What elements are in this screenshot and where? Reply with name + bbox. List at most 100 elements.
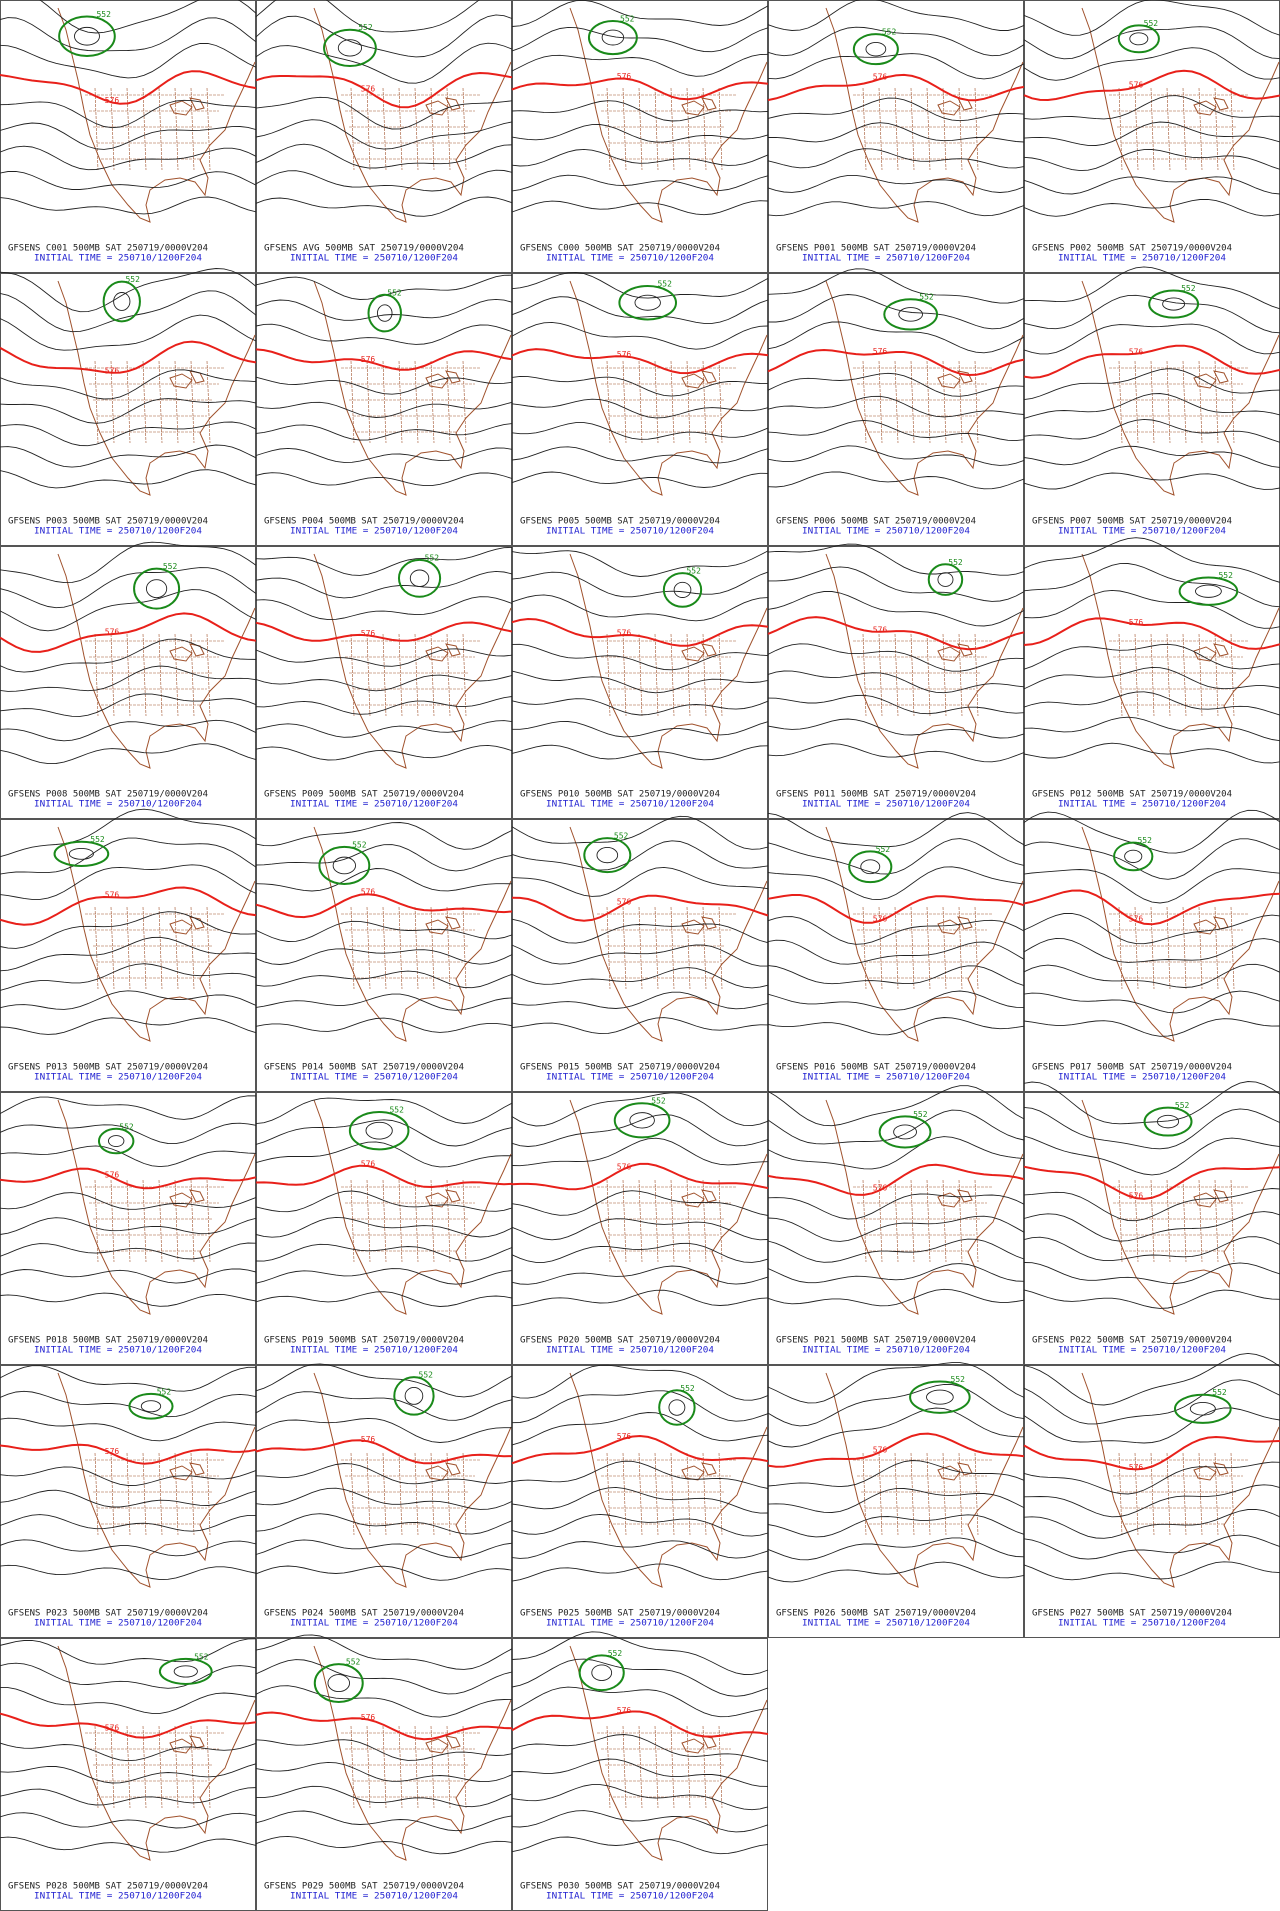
- low-center: [1162, 297, 1186, 311]
- contour-label: 576: [873, 73, 888, 82]
- contour-line: [511, 991, 769, 1010]
- contour-line: [767, 1017, 1025, 1036]
- state-line: [702, 906, 707, 990]
- contour-line: [255, 472, 513, 487]
- contour-line: [255, 720, 513, 738]
- contour-label: 576: [361, 629, 376, 638]
- contour-line: [0, 1514, 256, 1532]
- state-line: [958, 87, 963, 171]
- state-line: [654, 1179, 659, 1263]
- state-line: [126, 1452, 131, 1536]
- state-line: [94, 906, 99, 990]
- low-center: [337, 39, 363, 57]
- contour-line: [0, 1638, 257, 1665]
- contour-line: [767, 1085, 1025, 1127]
- contour-label: 552: [913, 1110, 928, 1119]
- contour-576: [255, 893, 513, 919]
- panel-caption: GFSENS P013 500MB SAT 250719/0000V204: [8, 1063, 208, 1073]
- contour-label: 576: [1129, 915, 1144, 924]
- contour-line: [255, 376, 513, 395]
- state-line: [462, 87, 467, 171]
- contour-552: [878, 1115, 932, 1149]
- panel-caption: GFSENS C001 500MB SAT 250719/0000V204: [8, 244, 208, 254]
- state-line: [382, 360, 387, 444]
- map-panel: 576 552 GFSENS P011 500MB SAT 250719/0000V…: [767, 543, 1025, 819]
- contour-line: [255, 1565, 513, 1581]
- contour-line: [767, 965, 1025, 987]
- contour-552: [348, 1111, 410, 1151]
- contour-line: [0, 314, 257, 351]
- contour-label: 576: [617, 1432, 632, 1441]
- panel-frame: [0, 1638, 256, 1911]
- contour-label: 552: [608, 1649, 623, 1658]
- caption-bg: [1, 241, 255, 269]
- contour-line: [0, 1812, 257, 1829]
- contour-label: 552: [680, 1384, 695, 1393]
- panel-frame: [1024, 819, 1280, 1092]
- contour-line: [1023, 1534, 1280, 1560]
- state-line: [414, 906, 419, 990]
- contour-line: [0, 1836, 257, 1853]
- contour-line: [255, 948, 513, 965]
- contour-576: [511, 1710, 769, 1738]
- contour-line: [0, 1292, 257, 1307]
- contour-line: [767, 1193, 1025, 1220]
- contour-576: [1023, 889, 1280, 926]
- panel-init-time: INITIAL TIME = 250710/1200F204: [290, 800, 458, 810]
- contour-line: [0, 936, 257, 972]
- state-line: [1182, 1452, 1187, 1536]
- contour-line: [1023, 368, 1280, 401]
- contour-552: [848, 850, 893, 884]
- contour-line: [1023, 47, 1280, 81]
- contour-line: [767, 1460, 1025, 1488]
- state-line: [942, 906, 947, 990]
- contour-label: 576: [361, 355, 376, 364]
- contour-line: [0, 837, 257, 875]
- contour-576: [0, 886, 257, 926]
- contour-line: [511, 1486, 769, 1514]
- panel-caption: GFSENS P030 500MB SAT 250719/0000V204: [520, 1882, 720, 1892]
- panel-caption: GFSENS P006 500MB SAT 250719/0000V204: [776, 517, 976, 527]
- contour-line: [511, 1734, 769, 1762]
- panel-caption: GFSENS P005 500MB SAT 250719/0000V204: [520, 517, 720, 527]
- contour-line: [1023, 691, 1280, 716]
- state-line: [94, 1725, 99, 1809]
- contour-line: [767, 268, 1025, 304]
- low-center: [898, 307, 923, 322]
- contour-label: 576: [105, 1447, 120, 1456]
- caption-bg: [769, 1333, 1023, 1361]
- contour-576: [767, 1432, 1025, 1468]
- caption-bg: [513, 1606, 767, 1634]
- state-line: [1134, 1452, 1139, 1536]
- low-center: [1189, 1402, 1216, 1416]
- contour-576: [511, 1162, 769, 1191]
- contour-label: 552: [119, 1122, 134, 1131]
- state-line: [398, 906, 403, 990]
- contour-line: [767, 718, 1025, 739]
- state-line: [174, 633, 179, 717]
- contour-label: 576: [617, 1706, 632, 1715]
- contour-line: [0, 122, 257, 150]
- state-line: [446, 1179, 451, 1263]
- contour-label: 576: [105, 1723, 120, 1732]
- panel-init-time: INITIAL TIME = 250710/1200F204: [546, 1619, 714, 1629]
- low-center: [146, 579, 168, 599]
- state-line: [1134, 633, 1139, 717]
- contour-line: [767, 372, 1025, 397]
- state-line: [638, 1452, 643, 1536]
- contour-label: 576: [361, 1435, 376, 1444]
- state-line: [414, 633, 419, 717]
- contour-552: [909, 1380, 971, 1414]
- contour-line: [255, 1739, 513, 1761]
- map-panel: 576 552 GFSENS P017 500MB SAT 250719/0000V…: [1023, 809, 1280, 1092]
- state-line: [718, 360, 723, 444]
- state-line: [718, 1725, 723, 1809]
- state-line: [382, 633, 387, 717]
- panel-frame: [768, 1365, 1024, 1638]
- state-line: [686, 1179, 691, 1263]
- state-line: [622, 633, 627, 717]
- contour-576: [767, 616, 1025, 651]
- contour-line: [39, 0, 257, 34]
- contour-line: [1023, 716, 1280, 742]
- contour-552: [1173, 1393, 1232, 1424]
